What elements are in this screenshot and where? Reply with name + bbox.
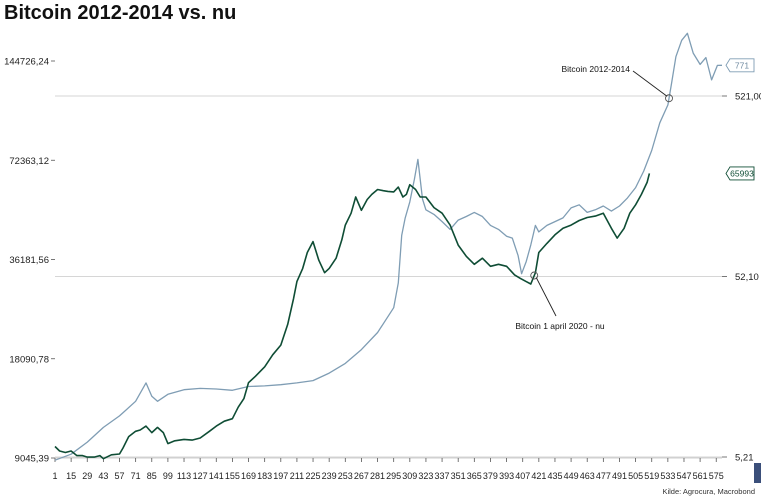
x-tick-label: 127 — [193, 471, 208, 481]
right-tick-label: 5,21 — [735, 453, 754, 464]
left-tick-label: 18090,78 — [9, 354, 49, 365]
x-tick-label: 463 — [580, 471, 595, 481]
x-tick-label: 295 — [386, 471, 401, 481]
x-tick-label: 197 — [273, 471, 288, 481]
x-tick-label: 533 — [660, 471, 675, 481]
x-tick-label: 281 — [370, 471, 385, 481]
left-tick-label: 144726,24 — [4, 57, 49, 68]
x-tick-label: 29 — [82, 471, 92, 481]
last-value-label: 65993 — [730, 168, 754, 178]
annotation-leader — [632, 70, 668, 97]
left-tick-label: 36181,56 — [9, 255, 49, 266]
x-tick-label: 449 — [564, 471, 579, 481]
x-tick-label: 267 — [354, 471, 369, 481]
x-tick-label: 183 — [257, 471, 272, 481]
x-tick-label: 519 — [644, 471, 659, 481]
x-tick-label: 337 — [435, 471, 450, 481]
chart-title: Bitcoin 2012-2014 vs. nu — [4, 2, 237, 24]
x-tick-label: 71 — [131, 471, 141, 481]
grid-layer — [55, 95, 722, 458]
x-tick-label: 477 — [596, 471, 611, 481]
x-tick-label: 393 — [499, 471, 514, 481]
x-tick-label: 239 — [322, 471, 337, 481]
right-tick-label: 521,00 — [735, 92, 761, 103]
x-tick-label: 15 — [66, 471, 76, 481]
x-tick-label: 421 — [531, 471, 546, 481]
x-tick-label: 365 — [467, 471, 482, 481]
last-value-badge — [725, 166, 755, 181]
x-tick-label: 99 — [163, 471, 173, 481]
x-tick-label: 351 — [451, 471, 466, 481]
series-line-bitcoin-2012-2014 — [54, 32, 723, 461]
annotation-leader — [535, 277, 557, 317]
annotation-layer: Bitcoin 2012-2014 Bitcoin 1 april 2020 - … — [515, 64, 673, 331]
x-tick-label: 323 — [418, 471, 433, 481]
last-value-badges: 771 65993 — [725, 58, 755, 181]
x-tick-label: 309 — [402, 471, 417, 481]
right-axis-ticks: 521,00 52,10 5,21 — [722, 92, 761, 464]
x-tick-label: 169 — [241, 471, 256, 481]
last-value-label: 771 — [735, 60, 749, 70]
x-tick-label: 407 — [515, 471, 530, 481]
x-tick-label: 561 — [693, 471, 708, 481]
x-tick-label: 435 — [547, 471, 562, 481]
annotation-marker — [665, 94, 673, 103]
right-tick-label: 52,10 — [735, 272, 759, 283]
annotation-marker — [530, 271, 539, 280]
left-tick-label: 72363,12 — [9, 156, 49, 167]
x-tick-label: 575 — [709, 471, 724, 481]
x-axis-ticks: 1 15 29 43 57 71 85 99 113 127 141 155 169 183 197 211 2… — [52, 458, 724, 481]
x-tick-label: 85 — [147, 471, 157, 481]
chart-edge-marker — [754, 463, 761, 483]
x-tick-label: 253 — [338, 471, 353, 481]
series-layer — [54, 32, 723, 461]
last-value-badge — [725, 58, 755, 73]
x-tick-label: 505 — [628, 471, 643, 481]
x-tick-label: 225 — [306, 471, 321, 481]
x-tick-label: 155 — [225, 471, 240, 481]
x-tick-label: 113 — [177, 471, 191, 481]
x-tick-label: 547 — [676, 471, 691, 481]
x-tick-label: 491 — [612, 471, 627, 481]
x-tick-label: 141 — [209, 471, 224, 481]
annotation-label: Bitcoin 2012-2014 — [561, 64, 630, 74]
left-axis-ticks: 144726,24 72363,12 36181,56 18090,78 9045,39 — [4, 57, 55, 465]
left-tick-label: 9045,39 — [15, 454, 49, 465]
x-tick-label: 211 — [290, 471, 304, 481]
x-tick-label: 379 — [483, 471, 498, 481]
series-line-bitcoin-2020-nu — [54, 173, 651, 460]
source-note: Kilde: Agrocura, Macrobond — [662, 487, 755, 496]
x-tick-label: 43 — [98, 471, 108, 481]
x-tick-label: 57 — [115, 471, 125, 481]
x-tick-label: 1 — [52, 471, 57, 481]
annotation-label: Bitcoin 1 april 2020 - nu — [515, 321, 605, 331]
